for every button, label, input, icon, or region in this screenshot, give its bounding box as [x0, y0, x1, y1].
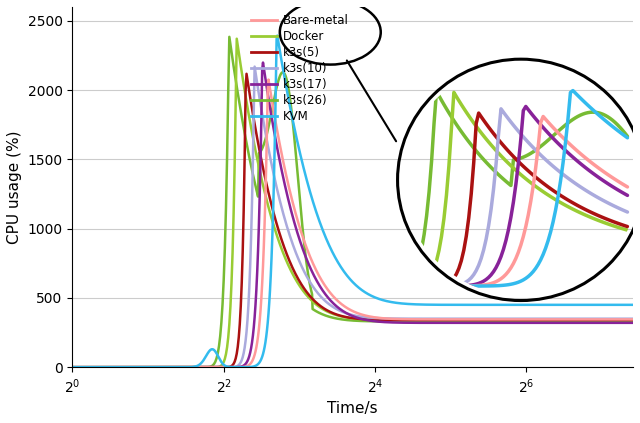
k3s(10)	[620, 316, 628, 321]
Legend: Bare-metal, Docker, k3s(5), k3s(10), k3s(17), k3s(26), KVM: Bare-metal, Docker, k3s(5), k3s(10), k3s…	[246, 9, 354, 127]
k3s(10)	[536, 316, 543, 321]
KVM	[273, 33, 281, 38]
k3s(26)	[68, 365, 76, 370]
Line: k3s(5): k3s(5)	[72, 74, 633, 367]
k3s(26)	[626, 319, 634, 324]
k3s(26)	[225, 34, 233, 39]
k3s(26)	[536, 319, 543, 324]
Y-axis label: CPU usage (%): CPU usage (%)	[7, 130, 22, 244]
Docker	[68, 365, 76, 370]
KVM	[68, 365, 76, 370]
k3s(5)	[629, 318, 637, 323]
Docker	[626, 318, 634, 323]
k3s(5)	[68, 365, 76, 370]
Docker	[548, 318, 556, 323]
Bare-metal	[595, 317, 602, 322]
Bare-metal	[548, 317, 556, 322]
k3s(10)	[548, 316, 556, 321]
k3s(10)	[629, 316, 637, 321]
k3s(26)	[620, 319, 628, 324]
KVM	[548, 302, 556, 308]
Line: k3s(17): k3s(17)	[72, 63, 633, 367]
k3s(10)	[595, 316, 602, 321]
Docker	[629, 318, 637, 323]
Docker	[233, 36, 241, 41]
k3s(10)	[538, 316, 545, 321]
k3s(10)	[251, 64, 259, 69]
Line: k3s(10): k3s(10)	[72, 66, 633, 367]
k3s(17)	[538, 320, 545, 325]
k3s(5)	[548, 318, 556, 323]
KVM	[629, 302, 637, 308]
k3s(26)	[629, 319, 637, 324]
k3s(17)	[68, 365, 76, 370]
k3s(26)	[548, 319, 556, 324]
Bare-metal	[626, 317, 634, 322]
k3s(5)	[626, 318, 634, 323]
KVM	[626, 302, 634, 308]
Line: k3s(26): k3s(26)	[72, 37, 633, 367]
k3s(10)	[626, 316, 634, 321]
Bare-metal	[536, 317, 543, 322]
k3s(17)	[629, 320, 637, 325]
k3s(17)	[626, 320, 634, 325]
k3s(26)	[595, 319, 602, 324]
k3s(10)	[68, 365, 76, 370]
k3s(26)	[538, 319, 545, 324]
KVM	[536, 302, 543, 308]
k3s(17)	[620, 320, 628, 325]
KVM	[595, 302, 602, 308]
k3s(5)	[536, 318, 543, 323]
k3s(17)	[595, 320, 602, 325]
Bare-metal	[538, 317, 545, 322]
k3s(17)	[548, 320, 556, 325]
k3s(5)	[595, 318, 602, 323]
Line: Docker: Docker	[72, 39, 633, 367]
Bare-metal	[68, 365, 76, 370]
Line: KVM: KVM	[72, 36, 633, 367]
k3s(17)	[536, 320, 543, 325]
X-axis label: Time/s: Time/s	[328, 401, 378, 416]
k3s(5)	[620, 318, 628, 323]
Bare-metal	[629, 317, 637, 322]
Bare-metal	[620, 317, 628, 322]
KVM	[538, 302, 545, 308]
k3s(5)	[538, 318, 545, 323]
Docker	[536, 318, 543, 323]
k3s(17)	[259, 60, 267, 65]
k3s(5)	[243, 71, 250, 76]
Bare-metal	[265, 77, 273, 82]
Docker	[538, 318, 545, 323]
Line: Bare-metal: Bare-metal	[72, 80, 633, 367]
KVM	[620, 302, 628, 308]
Docker	[595, 318, 602, 323]
Docker	[620, 318, 628, 323]
